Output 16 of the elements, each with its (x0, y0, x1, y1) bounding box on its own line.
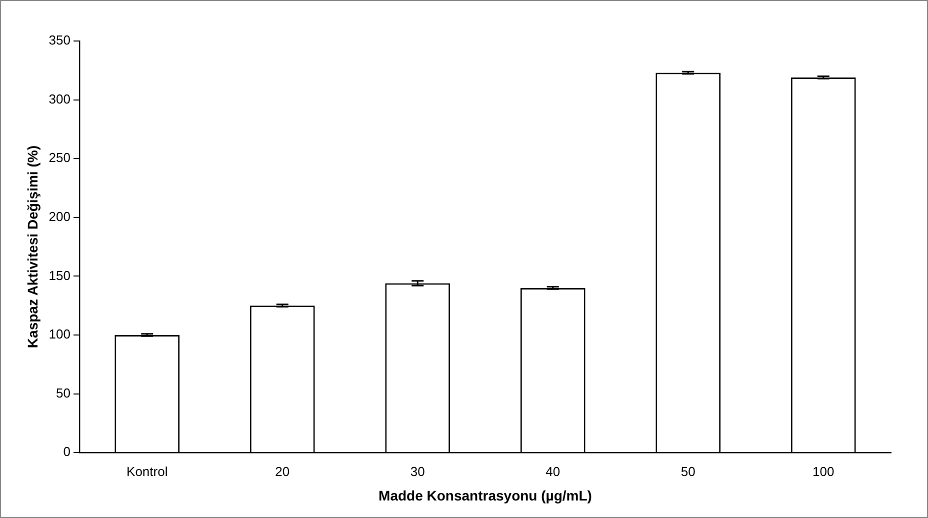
x-tick-label: 50 (680, 464, 696, 479)
x-tick-label: 100 (812, 464, 834, 479)
x-tick-label: 20 (275, 464, 290, 479)
y-axis-title: Kaspaz Aktivitesi Değişimi (%) (24, 146, 40, 348)
x-tick-label: 30 (410, 464, 425, 479)
y-tick-label: 300 (48, 91, 70, 106)
y-tick-label: 350 (48, 32, 70, 48)
y-tick-label: 250 (48, 150, 70, 166)
y-tick-label: 100 (48, 326, 70, 342)
x-tick-label: 40 (546, 464, 560, 479)
y-tick-label: 150 (48, 268, 70, 283)
y-tick-label: 50 (56, 385, 70, 400)
y-tick-label: 0 (63, 444, 70, 460)
x-tick-label: Kontrol (126, 464, 168, 479)
x-axis-title: Madde Konsantrasyonu (µg/mL) (378, 487, 592, 504)
y-tick-label: 200 (48, 208, 70, 224)
